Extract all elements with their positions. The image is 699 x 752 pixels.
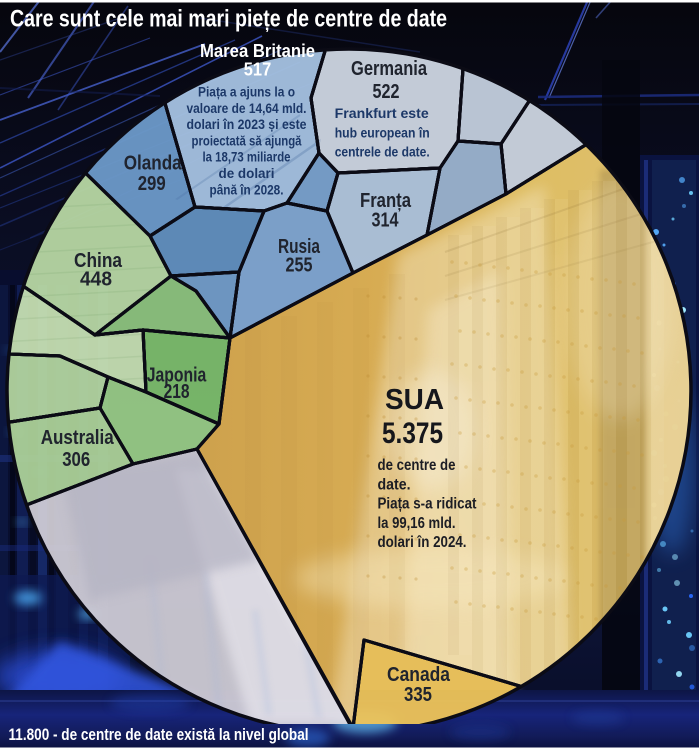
svg-text:proiectată să ajungă: proiectată să ajungă [192,133,302,148]
svg-text:Frankfurt este: Frankfurt este [335,106,429,121]
svg-text:China: China [74,249,122,272]
svg-text:11.800 - de centre de date exi: 11.800 - de centre de date există la niv… [9,726,309,744]
svg-text:date.: date. [378,476,411,493]
svg-text:SUA: SUA [385,384,444,416]
svg-text:Japonia: Japonia [147,363,207,386]
svg-text:până în 2028.: până în 2028. [210,182,284,197]
svg-text:517: 517 [244,60,272,80]
svg-text:hub european în: hub european în [335,125,430,140]
svg-text:dolari în 2023 și este: dolari în 2023 și este [187,117,307,132]
svg-text:Canada: Canada [387,663,451,686]
svg-text:299: 299 [138,172,166,195]
svg-text:Australia: Australia [41,426,114,449]
svg-text:Franța: Franța [360,189,411,212]
svg-text:dolari în 2024.: dolari în 2024. [378,534,467,551]
svg-text:Rusia: Rusia [278,235,320,258]
svg-text:Germania: Germania [351,57,427,80]
svg-text:la 18,73 miliarde: la 18,73 miliarde [203,150,291,165]
svg-text:218: 218 [164,380,190,403]
svg-text:Care sunt cele mai mari piețe: Care sunt cele mai mari piețe de centre … [10,5,447,32]
svg-text:306: 306 [62,448,90,471]
svg-text:Marea Britanie: Marea Britanie [200,41,315,61]
svg-text:la 99,16 mld.: la 99,16 mld. [378,515,456,532]
svg-text:Olanda: Olanda [124,152,182,175]
svg-text:522: 522 [373,80,400,103]
svg-text:5.375: 5.375 [382,417,443,450]
svg-text:centrele de date.: centrele de date. [335,145,430,160]
svg-text:Piața a ajuns la o: Piața a ajuns la o [198,85,295,100]
svg-text:314: 314 [372,209,399,232]
svg-text:335: 335 [404,683,432,706]
svg-text:255: 255 [286,254,313,277]
svg-text:Piața s-a ridicat: Piața s-a ridicat [378,496,478,513]
svg-text:de dolari: de dolari [219,166,275,181]
svg-text:valoare de 14,64 mld.: valoare de 14,64 mld. [187,101,307,116]
svg-text:de centre de: de centre de [378,457,456,474]
svg-text:448: 448 [80,267,112,290]
